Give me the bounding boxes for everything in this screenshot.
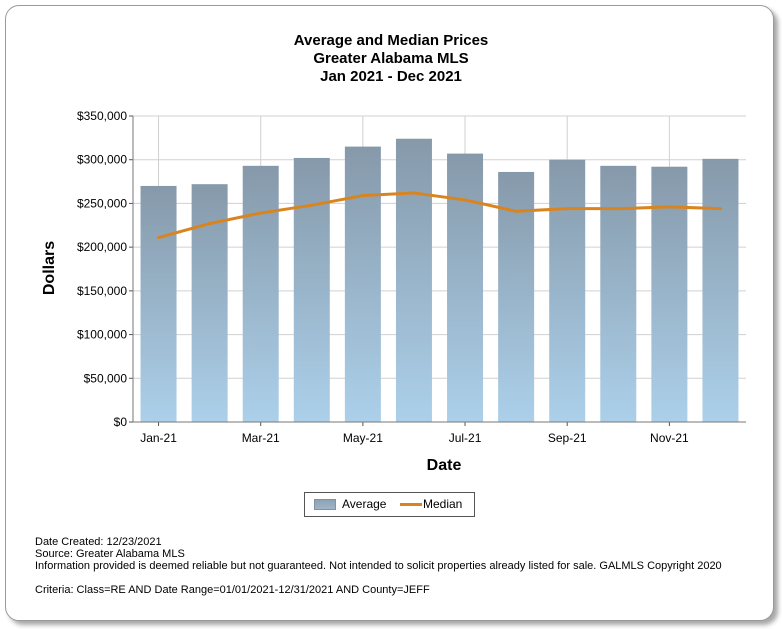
footer-criteria: Criteria: Class=RE AND Date Range=01/01/… <box>35 584 430 596</box>
median-point <box>157 236 161 240</box>
median-point <box>616 207 620 211</box>
legend-median-label: Median <box>423 497 463 511</box>
y-tick-label: $50,000 <box>84 371 128 385</box>
footer-date-created: Date Created: 12/23/2021 <box>35 536 162 548</box>
chart-title-line-3: Jan 2021 - Dec 2021 <box>320 68 462 85</box>
median-point <box>463 198 467 202</box>
median-point <box>667 205 671 209</box>
median-point <box>412 191 416 195</box>
y-tick-label: $200,000 <box>77 240 127 254</box>
legend-median-swatch <box>400 503 422 506</box>
average-bar <box>549 159 586 422</box>
x-tick-label: Nov-21 <box>650 431 689 445</box>
median-point <box>310 203 314 207</box>
footer-source: Source: Greater Alabama MLS <box>35 548 185 560</box>
median-point <box>514 209 518 213</box>
y-tick-label: $300,000 <box>77 153 127 167</box>
y-tick-label: $250,000 <box>77 196 127 210</box>
y-tick-label: $350,000 <box>77 109 127 123</box>
legend-average-swatch <box>314 499 336 510</box>
median-point <box>718 207 722 211</box>
chart-title-line-1: Average and Median Prices <box>293 32 489 49</box>
median-point <box>565 207 569 211</box>
axes: $0 $50,000 $100,000 $150,000 $200,000 $250,00… <box>77 109 746 445</box>
average-bar <box>600 165 637 422</box>
legend: Average Median <box>304 492 475 517</box>
chart-title-line-2: Greater Alabama MLS <box>313 50 469 67</box>
x-tick-label: Sep-21 <box>548 431 587 445</box>
average-bar <box>395 138 432 422</box>
average-bar <box>140 185 177 422</box>
y-tick-label: $150,000 <box>77 284 127 298</box>
average-bar <box>498 171 535 422</box>
average-bar <box>702 158 739 422</box>
x-axis-title: Date <box>427 457 462 474</box>
median-point <box>259 211 263 215</box>
average-bar <box>447 153 484 422</box>
median-series <box>157 191 722 240</box>
x-tick-label: May-21 <box>343 431 383 445</box>
y-tick-label: $0 <box>114 415 128 429</box>
average-bars <box>140 138 739 423</box>
average-bar <box>651 166 688 422</box>
y-axis-title: Dollars <box>41 241 58 295</box>
median-point <box>208 222 212 226</box>
x-tick-label: Jan-21 <box>140 431 177 445</box>
x-tick-label: Mar-21 <box>242 431 280 445</box>
average-bar <box>293 157 330 423</box>
average-bar <box>344 146 381 422</box>
average-bar <box>242 165 279 422</box>
median-line <box>158 191 721 239</box>
median-point <box>361 194 365 198</box>
legend-average-label: Average <box>342 497 387 511</box>
footer-disclaimer: Information provided is deemed reliable … <box>35 560 722 572</box>
x-tick-label: Jul-21 <box>449 431 482 445</box>
y-tick-label: $100,000 <box>77 328 127 342</box>
